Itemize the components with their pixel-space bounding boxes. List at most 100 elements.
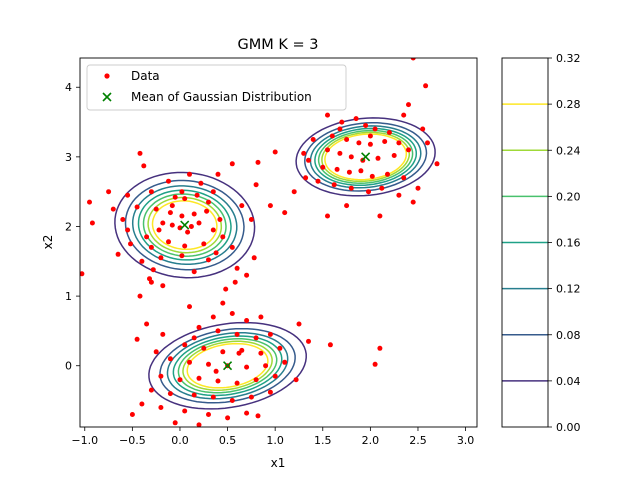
data-point: [89, 220, 95, 226]
data-point: [206, 361, 211, 367]
data-point: [253, 182, 259, 188]
data-point: [282, 359, 288, 365]
data-point: [201, 345, 207, 351]
data-point: [253, 377, 259, 383]
data-point: [339, 119, 345, 125]
data-point: [201, 241, 207, 247]
data-point: [223, 286, 229, 292]
data-point: [187, 304, 192, 310]
data-point: [106, 189, 112, 195]
data-point: [141, 163, 147, 169]
data-point: [187, 171, 192, 177]
data-point: [244, 272, 250, 278]
data-point: [396, 192, 402, 198]
colorbar-ticks: 0.00 0.04 0.08 0.12 0.16 0.20 0.24 0.28 0.32: [548, 52, 581, 434]
data-point: [194, 192, 200, 198]
data-point: [220, 349, 226, 355]
data-point: [337, 126, 343, 132]
data-point: [110, 206, 116, 212]
data-point: [244, 364, 250, 370]
data-point: [120, 217, 126, 222]
legend-mean-marker: [102, 92, 112, 102]
data-point: [220, 234, 226, 240]
data-point: [348, 185, 354, 191]
x-tick-label: 0.0: [171, 434, 189, 447]
data-point: [367, 133, 373, 139]
plot-frame: [79, 57, 478, 428]
data-point: [158, 255, 164, 261]
data-point: [267, 331, 273, 337]
density-contours: [114, 117, 436, 410]
contour-line: [124, 179, 245, 271]
data-point: [386, 130, 392, 135]
data-point: [234, 331, 240, 337]
data-point: [272, 373, 278, 379]
data-point: [358, 168, 364, 174]
colorbar-tick-label: 0.04: [556, 375, 581, 388]
data-point: [234, 265, 240, 271]
data-point: [191, 335, 197, 341]
data-point: [187, 359, 192, 365]
contour-line: [131, 185, 238, 266]
y-tick-label: 4: [65, 81, 72, 94]
gaussian-means: [180, 152, 371, 371]
data-point: [236, 350, 242, 356]
data-point: [327, 342, 333, 348]
data-point: [206, 199, 211, 205]
data-point: [172, 420, 178, 426]
data-point: [372, 361, 378, 367]
data-point: [396, 140, 402, 146]
data-point: [293, 377, 299, 383]
contour-line: [114, 171, 256, 279]
data-point: [385, 171, 390, 177]
data-point: [267, 203, 273, 209]
data-point: [196, 422, 202, 427]
contour-line: [147, 196, 223, 254]
contour-line: [172, 335, 283, 397]
data-point: [179, 253, 185, 259]
contour-line: [159, 327, 296, 404]
data-point: [225, 415, 231, 421]
y-tick-label: 2: [65, 220, 72, 233]
data-point: [153, 206, 159, 212]
x-tick-label: 2.5: [409, 434, 427, 447]
data-point: [303, 175, 309, 181]
mean-marker: [223, 361, 233, 371]
data-point: [139, 258, 145, 264]
data-point: [344, 137, 350, 142]
data-point: [363, 123, 369, 128]
data-point: [158, 405, 164, 410]
data-point: [210, 314, 216, 320]
data-point: [229, 311, 235, 316]
data-point: [139, 401, 145, 407]
colorbar-tick-label: 0.32: [556, 52, 581, 65]
data-point: [182, 408, 188, 414]
data-point: [148, 279, 154, 285]
data-point: [331, 182, 337, 188]
x-tick-label: 3.0: [457, 434, 475, 447]
data-point: [401, 175, 407, 181]
data-point: [375, 155, 381, 161]
data-point: [229, 398, 235, 403]
data-point: [325, 147, 330, 153]
contour-line: [148, 321, 307, 410]
data-point: [191, 269, 197, 275]
data-point: [160, 331, 166, 337]
contour-line: [142, 193, 227, 257]
data-point: [291, 189, 297, 195]
data-point: [315, 178, 321, 184]
data-point: [196, 324, 202, 330]
data-point: [353, 116, 359, 122]
data-point: [346, 169, 352, 175]
data-point: [356, 140, 362, 146]
data-point: [420, 126, 426, 132]
data-point: [115, 251, 121, 257]
data-point: [348, 154, 354, 160]
data-point: [148, 189, 154, 195]
data-point: [244, 410, 250, 416]
data-point: [204, 208, 210, 214]
data-point: [410, 199, 416, 205]
data-point: [144, 321, 150, 327]
data-point: [182, 243, 188, 249]
data-point: [156, 227, 162, 233]
